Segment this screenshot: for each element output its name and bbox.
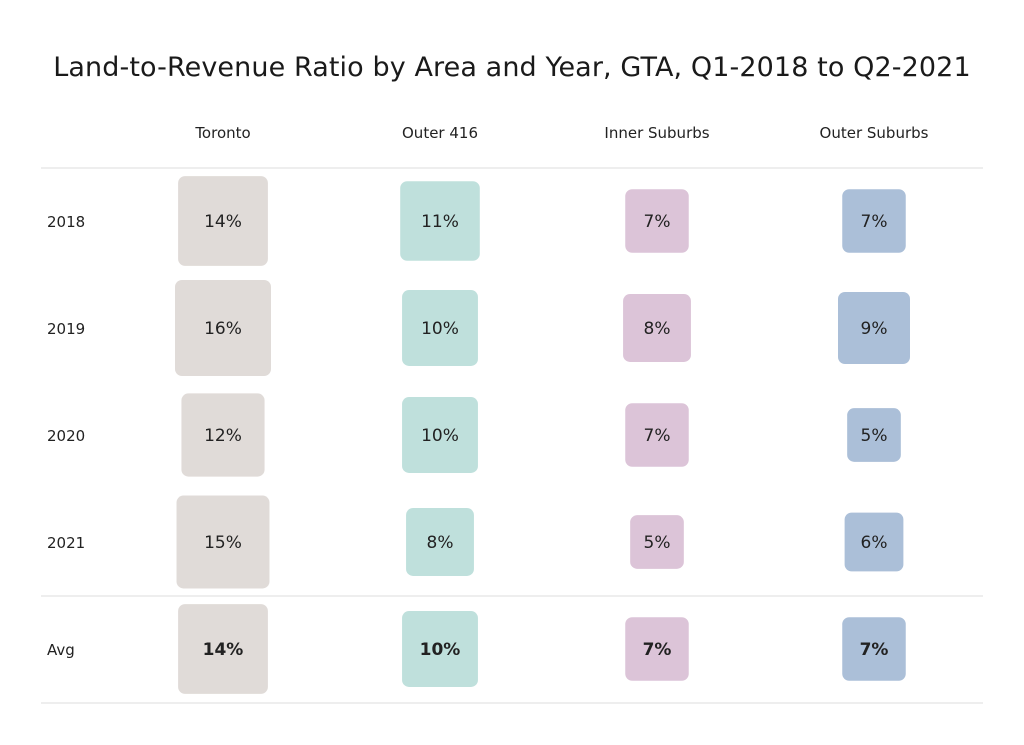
cell-mark xyxy=(175,280,271,376)
row-header: 2021 xyxy=(47,534,85,552)
cell-value: 10% xyxy=(421,319,459,339)
table-cell: 7% xyxy=(625,403,689,467)
table-cell: 16% xyxy=(175,280,271,376)
row-header: Avg xyxy=(47,641,75,659)
row-headers: 2018 2019 2020 2021 Avg xyxy=(47,213,85,659)
cell-value: 11% xyxy=(421,212,459,232)
cell-value: 14% xyxy=(204,212,242,232)
cell-mark xyxy=(178,176,268,266)
cell-value: 7% xyxy=(861,212,888,232)
table-cell: 14% xyxy=(178,604,268,694)
table-cell: 6% xyxy=(844,512,904,572)
cell-value: 8% xyxy=(427,533,454,553)
cell-mark xyxy=(842,617,906,681)
table-cell: 5% xyxy=(630,515,684,569)
cell-value: 8% xyxy=(644,319,671,339)
cell-mark xyxy=(402,397,478,473)
table-cell: 7% xyxy=(842,617,906,681)
cell-mark xyxy=(181,393,265,477)
cell-mark xyxy=(402,290,478,366)
table-cells: 14% 16% 12% 15% 14% 11% 10% 10% 8% 10% 7% 8% 7% 5% 7% 7… xyxy=(175,176,910,694)
cell-value: 14% xyxy=(203,640,244,660)
cell-value: 15% xyxy=(204,533,242,553)
table-cell: 15% xyxy=(176,495,270,589)
table-cell: 5% xyxy=(847,408,901,462)
cell-value: 9% xyxy=(861,319,888,339)
cell-mark xyxy=(400,181,480,261)
table-cell: 8% xyxy=(406,508,474,576)
cell-mark xyxy=(406,508,474,576)
cell-value: 10% xyxy=(420,640,461,660)
table-cell: 11% xyxy=(400,181,480,261)
cell-mark xyxy=(623,294,691,362)
cell-value: 5% xyxy=(644,533,671,553)
table-cell: 7% xyxy=(625,189,689,253)
cell-mark xyxy=(838,292,910,364)
row-header: 2018 xyxy=(47,213,85,231)
cell-value: 7% xyxy=(860,640,889,660)
cell-value: 7% xyxy=(644,212,671,232)
chart-title: Land-to-Revenue Ratio by Area and Year, … xyxy=(53,52,971,83)
table-cell: 10% xyxy=(402,290,478,366)
table-cell: 7% xyxy=(842,189,906,253)
cell-value: 16% xyxy=(204,319,242,339)
table-cell: 10% xyxy=(402,611,478,687)
table-cell: 7% xyxy=(625,617,689,681)
cell-mark xyxy=(176,495,270,589)
column-header: Outer Suburbs xyxy=(820,124,929,142)
table-cell: 10% xyxy=(402,397,478,473)
cell-value: 5% xyxy=(861,426,888,446)
cell-value: 12% xyxy=(204,426,242,446)
column-header: Inner Suburbs xyxy=(604,124,709,142)
table-cell: 12% xyxy=(181,393,265,477)
column-headers: Toronto Outer 416 Inner Suburbs Outer Subur… xyxy=(194,124,928,142)
column-header: Outer 416 xyxy=(402,124,478,142)
cell-mark xyxy=(847,408,901,462)
row-header: 2019 xyxy=(47,320,85,338)
cell-mark xyxy=(844,512,904,572)
column-header: Toronto xyxy=(194,124,250,142)
table-cell: 8% xyxy=(623,294,691,362)
table-cell: 9% xyxy=(838,292,910,364)
row-dividers xyxy=(41,167,983,704)
table-cell: 14% xyxy=(178,176,268,266)
cell-mark xyxy=(625,189,689,253)
row-header: 2020 xyxy=(47,427,85,445)
cell-value: 7% xyxy=(644,426,671,446)
cell-value: 7% xyxy=(643,640,672,660)
cell-mark xyxy=(402,611,478,687)
cell-mark xyxy=(625,617,689,681)
cell-mark xyxy=(625,403,689,467)
cell-value: 10% xyxy=(421,426,459,446)
cell-mark xyxy=(178,604,268,694)
cell-mark xyxy=(630,515,684,569)
cell-value: 6% xyxy=(861,533,888,553)
cell-mark xyxy=(842,189,906,253)
